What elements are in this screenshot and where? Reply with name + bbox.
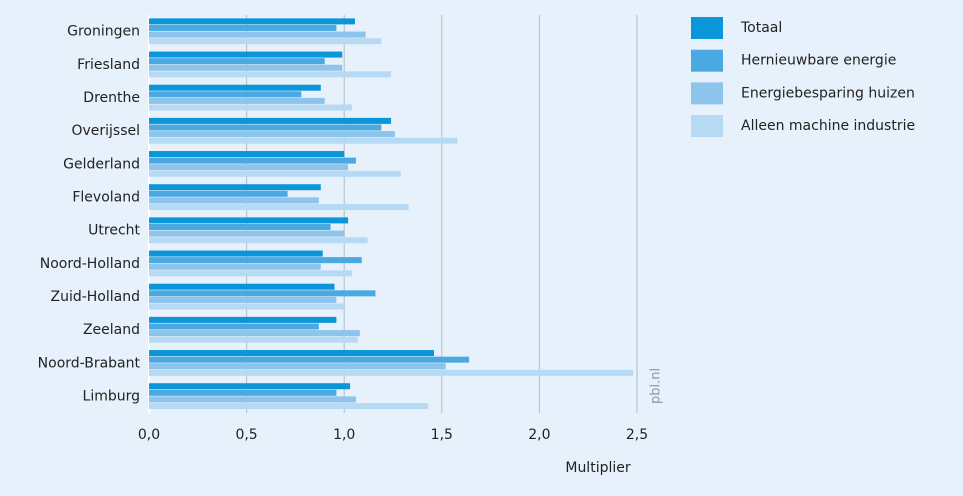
legend-label: Hernieuwbare energie bbox=[741, 53, 896, 69]
bar bbox=[149, 151, 345, 158]
bar bbox=[149, 257, 362, 264]
legend-swatch bbox=[691, 115, 723, 138]
bar bbox=[149, 157, 356, 164]
bar bbox=[149, 323, 319, 330]
bar bbox=[149, 290, 376, 297]
bar bbox=[149, 217, 349, 224]
y-tick-label: Overijssel bbox=[71, 123, 140, 139]
bar bbox=[149, 270, 353, 277]
bar bbox=[149, 18, 355, 25]
bar bbox=[149, 356, 470, 363]
bar bbox=[149, 124, 382, 131]
bar bbox=[149, 91, 302, 98]
bar bbox=[149, 51, 343, 58]
bar bbox=[149, 369, 634, 376]
legend-swatch bbox=[691, 49, 723, 72]
x-tick-label: 1,0 bbox=[333, 427, 355, 443]
bar bbox=[149, 250, 323, 257]
bar bbox=[149, 223, 331, 230]
bar bbox=[149, 204, 409, 211]
legend-label: Energiebesparing huizen bbox=[741, 85, 915, 101]
bar bbox=[149, 303, 345, 310]
bar bbox=[149, 104, 353, 111]
bar bbox=[149, 237, 368, 244]
legend-label: Alleen machine industrie bbox=[741, 118, 915, 134]
y-tick-label: Zeeland bbox=[83, 322, 140, 338]
bar bbox=[149, 403, 429, 410]
y-tick-label: Friesland bbox=[77, 57, 140, 73]
y-tick-label: Zuid-Holland bbox=[50, 289, 140, 305]
bar bbox=[149, 336, 358, 343]
bar bbox=[149, 283, 335, 290]
bar bbox=[149, 170, 401, 177]
bar bbox=[149, 97, 325, 104]
bar bbox=[149, 396, 356, 403]
bar bbox=[149, 31, 366, 38]
x-tick-label: 1,5 bbox=[431, 427, 453, 443]
y-tick-label: Noord-Brabant bbox=[38, 355, 141, 371]
y-tick-label: Noord-Holland bbox=[40, 256, 140, 272]
bar bbox=[149, 316, 337, 323]
bar bbox=[149, 64, 343, 71]
bar bbox=[149, 190, 288, 197]
x-axis-label: Multiplier bbox=[565, 460, 631, 476]
bar bbox=[149, 38, 382, 45]
bar bbox=[149, 84, 321, 91]
watermark: pbl.nl bbox=[649, 368, 664, 404]
x-tick-label: 0,5 bbox=[235, 427, 257, 443]
legend-swatch bbox=[691, 82, 723, 105]
y-tick-label: Utrecht bbox=[88, 223, 140, 239]
bar bbox=[149, 263, 321, 270]
bar bbox=[149, 330, 360, 337]
bar bbox=[149, 24, 337, 31]
x-tick-label: 2,0 bbox=[528, 427, 550, 443]
bar bbox=[149, 164, 349, 171]
bar bbox=[149, 71, 392, 78]
bar bbox=[149, 131, 395, 138]
x-tick-label: 0,0 bbox=[138, 427, 160, 443]
bar bbox=[149, 137, 458, 144]
bar bbox=[149, 197, 319, 204]
x-tick-label: 2,5 bbox=[626, 427, 648, 443]
y-tick-label: Limburg bbox=[83, 388, 140, 404]
bar bbox=[149, 230, 345, 237]
y-tick-label: Flevoland bbox=[72, 189, 140, 205]
bar bbox=[149, 296, 337, 303]
legend-label: Totaal bbox=[740, 20, 782, 36]
bar bbox=[149, 363, 446, 370]
bar bbox=[149, 350, 434, 357]
y-tick-label: Groningen bbox=[67, 24, 140, 40]
legend-swatch bbox=[691, 17, 723, 39]
bar bbox=[149, 383, 351, 390]
bar bbox=[149, 389, 337, 396]
bar bbox=[149, 117, 392, 124]
bar bbox=[149, 184, 321, 191]
y-tick-label: Drenthe bbox=[83, 90, 140, 106]
bar bbox=[149, 58, 325, 65]
y-tick-label: Gelderland bbox=[63, 156, 140, 172]
